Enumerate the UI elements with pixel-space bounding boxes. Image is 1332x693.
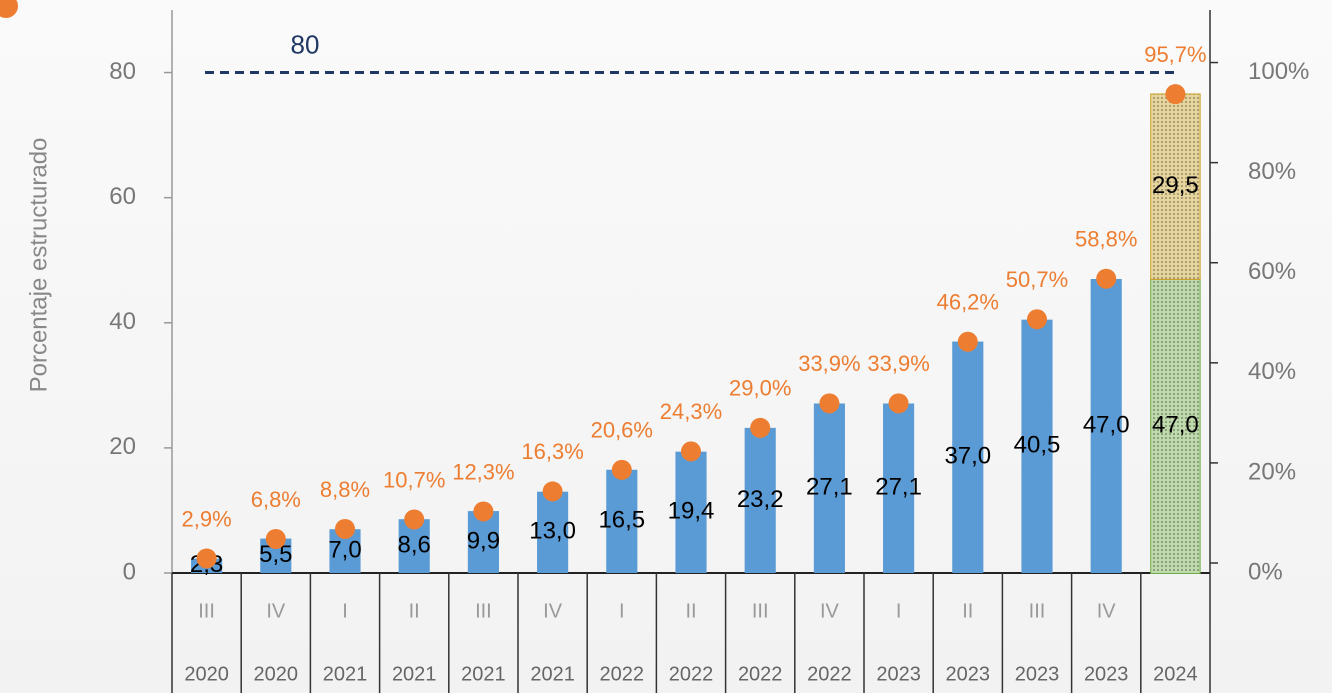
- bar-hatch: [1151, 94, 1200, 279]
- value-label: 7,0: [328, 536, 361, 563]
- y-tick-label: 60: [109, 183, 136, 210]
- bar: [744, 427, 776, 573]
- x-tick-label: IV: [1097, 600, 1117, 622]
- value-label: 27,1: [875, 474, 922, 501]
- x-tick-label: II: [409, 600, 420, 622]
- dot: [335, 518, 355, 539]
- year-label: 2021: [530, 663, 575, 685]
- value-label: 2,9%: [182, 506, 232, 531]
- year-label: 2021: [392, 663, 437, 685]
- y-tick-label: 20: [109, 433, 136, 460]
- value-label: 8,6: [398, 531, 431, 558]
- year-label: 2024: [1153, 663, 1198, 685]
- x-tick-label: III: [198, 600, 215, 622]
- year-label: 2022: [738, 663, 783, 685]
- value-label: 23,2: [737, 486, 784, 513]
- dot: [1027, 309, 1047, 330]
- y-axis-label: Porcentaje estructurado: [25, 138, 52, 393]
- bar: [537, 491, 569, 573]
- x-tick-label: I: [342, 600, 348, 622]
- x-tick-label: IV: [266, 600, 286, 622]
- x-tick-label: III: [1029, 600, 1046, 622]
- value-label: 29,0%: [729, 376, 791, 401]
- reference-label: 80: [291, 29, 320, 59]
- value-label: 9,9: [467, 527, 500, 554]
- bar: [813, 403, 845, 573]
- value-label: 50,7%: [1006, 267, 1068, 292]
- value-label: 16,5: [598, 507, 645, 534]
- x-tick-label: III: [752, 600, 769, 622]
- x-tick-label: II: [685, 600, 696, 622]
- bar: [1021, 319, 1053, 573]
- year-label: 2020: [184, 663, 229, 685]
- dot: [681, 441, 701, 462]
- y2-tick-label: 40%: [1248, 358, 1296, 385]
- value-label: 29,5: [1152, 172, 1199, 199]
- value-label: 13,0: [529, 518, 576, 545]
- bar: [1090, 278, 1122, 573]
- x-tick-label: IV: [820, 600, 840, 622]
- value-label: 27,1: [806, 474, 853, 501]
- value-label: 47,0: [1083, 411, 1130, 438]
- value-label: 47,0: [1152, 411, 1199, 438]
- y2-tick-label: 80%: [1248, 158, 1296, 185]
- dot: [750, 417, 771, 438]
- year-label: 2022: [669, 663, 714, 685]
- dot: [819, 393, 840, 414]
- y2-tick-label: 0%: [1248, 558, 1283, 585]
- value-label: 8,8%: [320, 477, 370, 502]
- value-label: 24,3%: [660, 399, 722, 424]
- y-tick-label: 80: [109, 58, 136, 85]
- dot: [957, 331, 978, 352]
- year-label: 2023: [876, 663, 921, 685]
- year-label: 2022: [600, 663, 645, 685]
- y-tick-label: 0: [123, 558, 136, 585]
- value-label: 46,2%: [937, 290, 999, 315]
- year-label: 2021: [323, 663, 368, 685]
- year-label: 2022: [807, 663, 852, 685]
- value-label: 58,8%: [1075, 227, 1137, 252]
- dot: [611, 459, 632, 480]
- value-label: 10,7%: [383, 467, 445, 492]
- bar: [606, 469, 638, 573]
- year-label: 2021: [461, 663, 506, 685]
- bar: [952, 341, 984, 573]
- y2-tick-label: 100%: [1248, 58, 1309, 85]
- dot: [888, 393, 909, 414]
- value-label: 95,7%: [1144, 42, 1206, 67]
- y2-tick-label: 20%: [1248, 458, 1296, 485]
- x-tick-label: I: [896, 600, 902, 622]
- value-label: 16,3%: [521, 439, 583, 464]
- bar-hatch: [1151, 278, 1200, 573]
- dot: [1165, 84, 1186, 105]
- year-label: 2023: [1084, 663, 1129, 685]
- y-tick-label: 40: [109, 308, 136, 335]
- dot: [265, 528, 286, 549]
- dot: [196, 548, 217, 569]
- x-tick-label: IV: [543, 600, 563, 622]
- value-label: 6,8%: [251, 487, 301, 512]
- value-label: 19,4: [668, 498, 715, 525]
- value-label: 33,9%: [867, 351, 929, 376]
- dot: [542, 481, 563, 502]
- x-tick-label: I: [619, 600, 625, 622]
- value-label: 12,3%: [452, 459, 514, 484]
- year-label: 2023: [946, 663, 991, 685]
- year-label: 2020: [254, 663, 299, 685]
- x-tick-label: II: [962, 600, 973, 622]
- x-tick-label: III: [475, 600, 492, 622]
- bar: [675, 451, 707, 573]
- value-label: 20,6%: [591, 418, 653, 443]
- y2-tick-label: 60%: [1248, 258, 1296, 285]
- dot: [473, 501, 494, 522]
- year-label: 2023: [1015, 663, 1060, 685]
- value-label: 37,0: [944, 443, 991, 470]
- value-label: 40,5: [1014, 432, 1061, 459]
- dot: [404, 509, 425, 530]
- bar: [883, 403, 915, 573]
- value-label: 33,9%: [798, 351, 860, 376]
- dot: [1096, 268, 1117, 289]
- corner-dot: [0, 0, 18, 18]
